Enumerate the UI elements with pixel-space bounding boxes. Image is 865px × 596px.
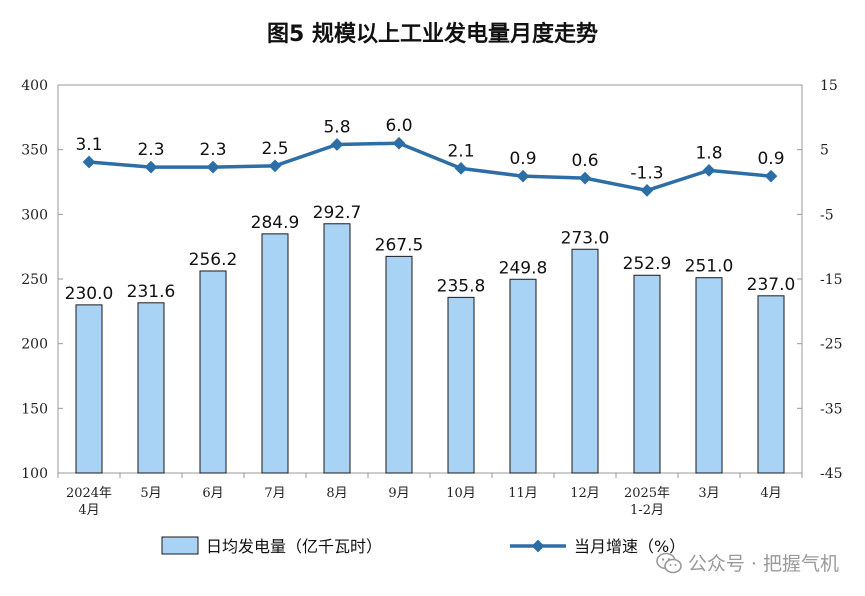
category-label-line: 8月 — [326, 486, 347, 501]
category-label: 7月 — [264, 486, 285, 501]
growth-point — [454, 162, 468, 175]
bar — [633, 274, 661, 474]
growth-data-label: 0.9 — [509, 149, 536, 169]
legend-line-label: 当月增速（%） — [574, 537, 685, 556]
growth-data-label: 0.6 — [571, 151, 598, 171]
right-axis-tick-label: -25 — [820, 337, 843, 353]
left-axis-tick-label: 300 — [21, 207, 48, 223]
growth-point — [640, 184, 654, 197]
category-label-line: 4月 — [760, 486, 781, 501]
bar — [447, 296, 475, 474]
bar-data-label: 230.0 — [65, 284, 114, 304]
growth-point — [392, 136, 406, 150]
bar-data-label: 256.2 — [189, 250, 238, 270]
growth-point — [206, 160, 220, 174]
growth-data-label: 6.0 — [385, 116, 412, 136]
category-label: 8月 — [326, 486, 347, 501]
left-axis-tick-label: 400 — [21, 78, 48, 94]
bar — [571, 248, 599, 474]
right-axis-tick-label: 5 — [820, 143, 829, 159]
category-label: 2024年 4月 — [66, 486, 112, 518]
growth-point — [516, 169, 530, 183]
right-axis-tick-label: -5 — [820, 207, 834, 223]
bar — [385, 255, 413, 474]
bar-data-label: 252.9 — [623, 254, 672, 274]
bar-data-label: 267.5 — [375, 235, 424, 255]
category-label-line: 2025年 — [624, 486, 670, 501]
category-label: 12月 — [570, 486, 600, 501]
bar — [757, 295, 785, 474]
right-axis-tick-label: 15 — [820, 78, 838, 94]
category-label-line: 11月 — [508, 486, 538, 501]
bar — [75, 304, 103, 474]
bar — [509, 278, 537, 474]
bar-data-label: 284.9 — [251, 213, 300, 233]
growth-point — [702, 163, 716, 177]
bar-data-label: 235.8 — [437, 276, 486, 296]
legend-bar-label: 日均发电量（亿千瓦时） — [206, 537, 382, 556]
bar — [261, 233, 289, 474]
category-label: 6月 — [202, 486, 223, 501]
left-axis-tick-label: 150 — [21, 401, 48, 417]
watermark: 公众号 · 把握气机 — [656, 549, 839, 576]
category-label: 11月 — [508, 486, 538, 501]
left-axis-tick-label: 250 — [21, 272, 48, 288]
category-label-line: 4月 — [78, 503, 99, 518]
category-label-line: 12月 — [570, 486, 600, 501]
bar-data-label: 249.8 — [499, 258, 548, 278]
category-label-line: 9月 — [388, 486, 409, 501]
right-axis-tick-label: -45 — [820, 466, 843, 482]
growth-point — [82, 155, 96, 169]
growth-point — [764, 169, 778, 183]
growth-point — [144, 160, 158, 174]
left-axis-tick-label: 100 — [21, 466, 48, 482]
growth-line — [88, 141, 772, 193]
category-label-line: 10月 — [446, 486, 476, 501]
category-label: 5月 — [140, 486, 161, 501]
growth-data-label: 2.1 — [447, 141, 474, 161]
legend-line-marker — [531, 539, 545, 553]
category-label-line: 2024年 — [66, 486, 112, 501]
category-label: 4月 — [760, 486, 781, 501]
legend-bar-swatch — [161, 536, 199, 555]
bar-data-label: 237.0 — [747, 275, 796, 295]
right-axis-tick-label: -15 — [820, 272, 843, 288]
bar-data-label: 231.6 — [127, 282, 176, 302]
growth-data-label: 3.1 — [75, 135, 102, 155]
wechat-icon — [656, 552, 682, 573]
bar — [323, 223, 351, 474]
category-label-line: 6月 — [202, 486, 223, 501]
category-label-line: 3月 — [698, 486, 719, 501]
category-label-line: 5月 — [140, 486, 161, 501]
bar — [695, 277, 723, 474]
bar-data-label: 292.7 — [313, 203, 362, 223]
growth-data-label: 1.8 — [695, 143, 722, 163]
category-label-line: 7月 — [264, 486, 285, 501]
growth-point — [268, 159, 282, 173]
left-axis-tick-label: 200 — [21, 337, 48, 353]
growth-point — [330, 138, 344, 151]
bar — [199, 270, 227, 474]
growth-data-label: 2.3 — [137, 140, 164, 160]
growth-data-label: -1.3 — [630, 163, 663, 183]
right-axis-tick-label: -35 — [820, 401, 843, 417]
category-label-line: 1-2月 — [630, 503, 664, 518]
bar — [137, 302, 165, 474]
category-label: 10月 — [446, 486, 476, 501]
bar-data-label: 251.0 — [685, 257, 734, 277]
growth-data-label: 2.3 — [199, 140, 226, 160]
left-axis-tick-label: 350 — [21, 143, 48, 159]
growth-point — [578, 171, 592, 185]
category-label: 3月 — [698, 486, 719, 501]
watermark-text: 公众号 · 把握气机 — [687, 553, 839, 575]
growth-data-label: 2.5 — [261, 139, 288, 159]
plot-frame — [57, 84, 803, 474]
growth-data-label: 5.8 — [323, 117, 350, 137]
category-label: 2025年 1-2月 — [624, 486, 670, 518]
growth-data-label: 0.9 — [757, 149, 784, 169]
category-label: 9月 — [388, 486, 409, 501]
chart-title: 图5 规模以上工业发电量月度走势 — [267, 22, 598, 47]
bar-data-label: 273.0 — [561, 228, 610, 248]
